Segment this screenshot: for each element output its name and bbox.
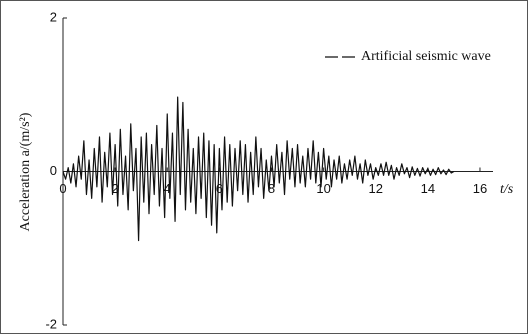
x-tick-label: 14 bbox=[421, 181, 435, 196]
y-tick-label: 2 bbox=[50, 9, 57, 24]
y-tick-label: -2 bbox=[45, 316, 57, 331]
x-tick-label: 6 bbox=[216, 181, 223, 196]
y-tick-label: 0 bbox=[50, 163, 57, 178]
x-tick-label: 16 bbox=[473, 181, 487, 196]
x-tick-label: 8 bbox=[268, 181, 275, 196]
x-tick-label: 10 bbox=[316, 181, 330, 196]
x-tick-label: 2 bbox=[112, 181, 119, 196]
x-tick-label: 4 bbox=[164, 181, 171, 196]
data-line bbox=[62, 96, 455, 242]
y-axis-label: Acceleration a/(m/s²) bbox=[18, 112, 33, 231]
x-axis-label: t/s bbox=[500, 182, 514, 197]
x-tick-label: 12 bbox=[368, 181, 382, 196]
x-tick-label: 0 bbox=[59, 181, 66, 196]
legend-label: Artificial seismic wave bbox=[361, 49, 491, 64]
